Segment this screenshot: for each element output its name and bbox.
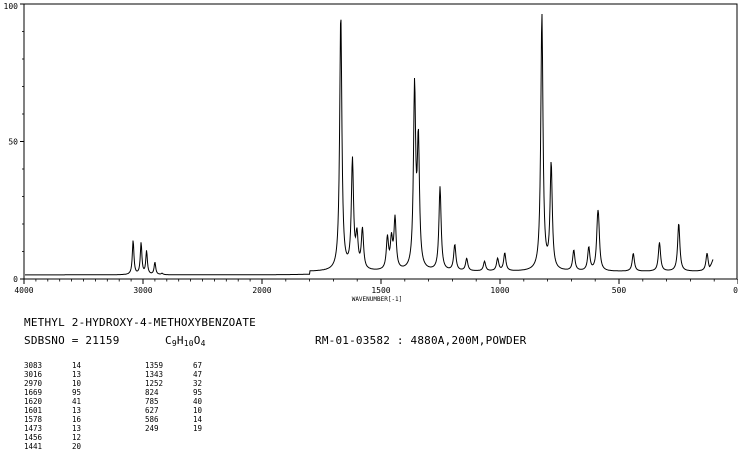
- peak-intensity: 32: [193, 379, 203, 388]
- x-tick-label: 2000: [252, 286, 271, 295]
- peak-row: 1578 16: [24, 415, 102, 424]
- peak-wavenumber: 1601: [24, 406, 43, 415]
- peak-row: 1620 41: [24, 397, 102, 406]
- peak-intensity: 14: [193, 415, 203, 424]
- peak-intensity: 16: [72, 415, 82, 424]
- peak-wavenumber: 1252: [145, 379, 164, 388]
- peak-wavenumber: 1669: [24, 388, 43, 397]
- peak-intensity: 19: [193, 424, 203, 433]
- chart-ticks: 4000 3000 2000 1500 1000 500 0 0 50 100: [4, 2, 738, 295]
- peak-intensity: 12: [72, 433, 82, 442]
- peak-intensity: 13: [72, 406, 82, 415]
- raman-spectrum-chart: 4000 3000 2000 1500 1000 500 0 0 50 100 WAVENUMBE…: [4, 2, 738, 303]
- peak-intensity: 13: [72, 370, 82, 379]
- peak-row: 1473 13: [24, 424, 102, 433]
- peak-wavenumber: 1359: [145, 361, 164, 370]
- peak-wavenumber: 1620: [24, 397, 43, 406]
- peak-wavenumber: 785: [145, 397, 159, 406]
- chart-axes: [23, 3, 738, 280]
- peak-wavenumber: 1456: [24, 433, 43, 442]
- sdbs-number: SDBSNO = 21159: [24, 334, 120, 347]
- peak-row: 1456 12: [24, 433, 102, 442]
- peak-row: 1601 13: [24, 406, 102, 415]
- peak-wavenumber: 1343: [145, 370, 164, 379]
- peak-row: 627 10: [145, 406, 223, 415]
- x-tick-label: 500: [612, 286, 627, 295]
- measurement-method: RM-01-03582 : 4880A,200M,POWDER: [315, 334, 527, 347]
- y-tick-label: 50: [8, 138, 18, 147]
- peak-row: 3083 14: [24, 361, 102, 370]
- peak-row: 824 95: [145, 388, 223, 397]
- peak-row: 1441 20: [24, 442, 102, 451]
- peak-table-right: 1359 67 1343 47 1252 32 824 95 785 40 627 10 586 14 24…: [145, 361, 223, 433]
- plot-frame: [23, 3, 738, 280]
- formula-o-count: 4: [200, 339, 206, 348]
- formula-h-count: 10: [183, 339, 194, 348]
- peak-intensity: 95: [193, 388, 203, 397]
- peak-row: 1343 47: [145, 370, 223, 379]
- peak-row: 1252 32: [145, 379, 223, 388]
- peak-intensity: 10: [193, 406, 203, 415]
- formula-o: O: [193, 334, 201, 347]
- peak-wavenumber: 3016: [24, 370, 43, 379]
- peak-intensity: 41: [72, 397, 82, 406]
- formula-c-count: 9: [171, 339, 177, 348]
- peak-intensity: 10: [72, 379, 82, 388]
- y-tick-label: 0: [13, 275, 18, 284]
- peak-row: 1359 67: [145, 361, 223, 370]
- peak-intensity: 14: [72, 361, 82, 370]
- peak-row: 586 14: [145, 415, 223, 424]
- peak-intensity: 20: [72, 442, 82, 451]
- x-tick-label: 3000: [133, 286, 152, 295]
- peak-row: 2970 10: [24, 379, 102, 388]
- x-tick-label: 1000: [490, 286, 509, 295]
- molecular-formula: C9H10O4: [165, 334, 206, 348]
- peak-row: 785 40: [145, 397, 223, 406]
- peak-intensity: 95: [72, 388, 82, 397]
- y-tick-label: 100: [4, 2, 19, 11]
- peak-row: 249 19: [145, 424, 223, 433]
- peak-wavenumber: 824: [145, 388, 159, 397]
- compound-name: METHYL 2-HYDROXY-4-METHOXYBENZOATE: [24, 316, 256, 329]
- peak-wavenumber: 3083: [24, 361, 43, 370]
- x-tick-label: 1500: [371, 286, 390, 295]
- peak-intensity: 40: [193, 397, 203, 406]
- peak-row: 1669 95: [24, 388, 102, 397]
- peak-intensity: 67: [193, 361, 203, 370]
- peak-table-left: 3083 14 3016 13 2970 10 1669 95 1620 41 1601 13 1578…: [24, 361, 102, 451]
- x-axis-label: WAVENUMBER[-1]: [352, 296, 403, 303]
- spectrum-trace: [25, 13, 714, 276]
- peak-wavenumber: 1578: [24, 415, 43, 424]
- peak-wavenumber: 1473: [24, 424, 43, 433]
- peak-wavenumber: 586: [145, 415, 159, 424]
- peak-row: 3016 13: [24, 370, 102, 379]
- formula-c: C: [165, 334, 172, 347]
- peak-wavenumber: 2970: [24, 379, 43, 388]
- peak-wavenumber: 249: [145, 424, 159, 433]
- x-tick-label: 0: [733, 286, 738, 295]
- formula-h: H: [176, 334, 184, 347]
- peak-wavenumber: 1441: [24, 442, 43, 451]
- peak-wavenumber: 627: [145, 406, 159, 415]
- peak-intensity: 13: [72, 424, 82, 433]
- x-tick-label: 4000: [14, 286, 33, 295]
- peak-intensity: 47: [193, 370, 203, 379]
